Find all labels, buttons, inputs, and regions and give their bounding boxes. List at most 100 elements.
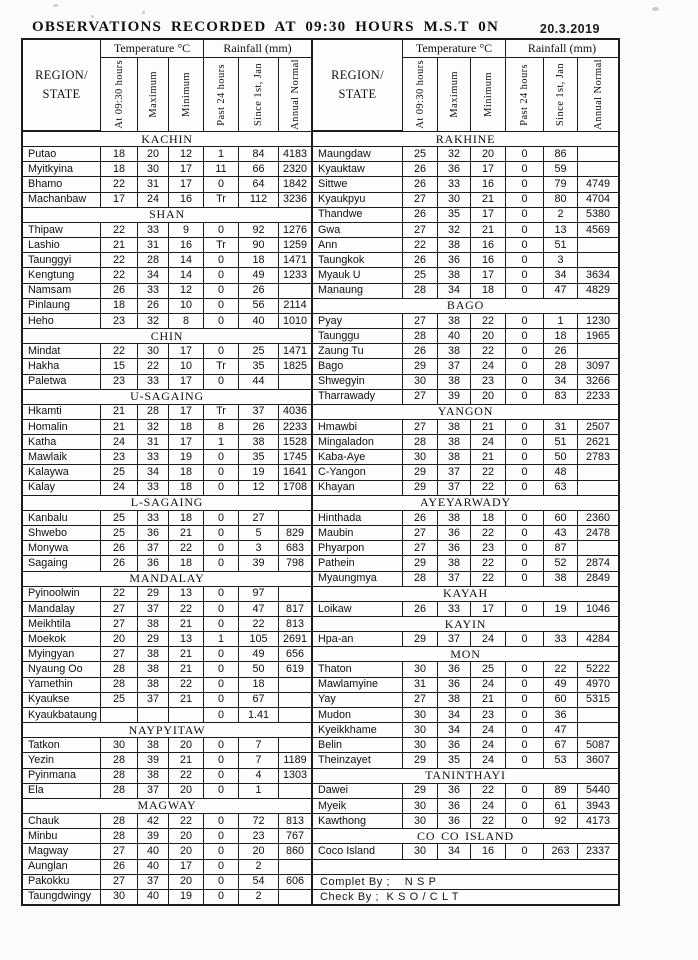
temp-max-cell: 42	[138, 814, 169, 829]
rain-annual-normal-cell: 3634	[585, 269, 611, 282]
rain-since-jan-cell: 52	[544, 556, 578, 571]
rain-annual-normal-cell: 5222	[585, 663, 611, 676]
rain-annual-normal-cell	[279, 678, 311, 692]
temp-max-cell: 28	[138, 404, 169, 419]
table-row: Mudon 30 34 23 0 36	[313, 707, 618, 724]
temp-min-cell: 21	[169, 647, 204, 662]
temp-0930-cell: 24	[101, 435, 138, 450]
temp-0930-cell: 22	[101, 586, 138, 601]
section-name: KAYIN	[444, 616, 487, 631]
table-row: Putao 18 20 12 1 84 4183	[23, 147, 311, 163]
rain-since-jan-cell: 19	[239, 465, 279, 480]
table-row: Taungkok 26 36 16 0 3	[313, 253, 618, 269]
temp-max-cell: 38	[138, 662, 169, 677]
rainfall-group-header: Rainfall (mm)	[506, 40, 618, 58]
rain-annual-normal-cell: 4970	[585, 678, 611, 691]
temp-max-cell: 37	[138, 601, 169, 616]
temp-max-cell: 36	[438, 662, 471, 677]
temp-max-cell: 34	[138, 268, 169, 283]
column-label-text: Maximum	[147, 71, 159, 118]
section-name: L-SAGAING	[130, 495, 204, 510]
rain-since-jan-cell: 39	[239, 556, 279, 571]
rain-annual-normal-cell: 813	[285, 814, 304, 827]
temp-max-cell: 32	[138, 313, 169, 329]
temp-min-cell: 22	[471, 465, 506, 480]
rain-since-jan-cell: 87	[544, 541, 578, 556]
rain-annual-normal-cell	[279, 284, 311, 298]
section-name: MON	[450, 646, 481, 661]
section-name: NAYPYITAW	[128, 722, 206, 737]
rain-past24-cell: 0	[204, 601, 239, 616]
temp-0930-cell: 27	[403, 222, 438, 238]
rain-annual-normal-cell: 1276	[282, 223, 308, 236]
rain-since-jan-cell: 47	[544, 723, 578, 738]
station-cell: Yamethin	[23, 677, 101, 692]
temp-max-cell: 39	[138, 753, 169, 768]
table-row: Zaung Tu 26 38 22 0 26	[313, 344, 618, 360]
rain-past24-cell: Tr	[204, 192, 239, 207]
rain-since-jan-cell: 37	[239, 404, 279, 419]
temp-max-cell: 37	[138, 541, 169, 556]
temp-0930-cell: 30	[403, 662, 438, 677]
temp-min-cell: 17	[169, 435, 204, 450]
temp-max-cell: 30	[138, 162, 169, 177]
rain-annual-normal-cell: 3236	[282, 193, 308, 206]
temp-0930-cell: 29	[403, 359, 438, 374]
rain-past24-cell: 0	[506, 147, 544, 162]
temp-min-cell: 8	[169, 313, 204, 329]
temp-min-cell: 21	[471, 450, 506, 465]
temp-min-cell: 21	[169, 662, 204, 677]
temp-max-cell: 37	[438, 571, 471, 586]
rain-annual-normal-cell: 3097	[585, 360, 611, 373]
rain-since-jan-cell: 64	[239, 177, 279, 192]
rain-annual-normal-cell	[578, 708, 618, 722]
station-cell: Yezin	[23, 753, 101, 768]
temp-0930-cell: 22	[101, 222, 138, 238]
temp-max-cell: 30	[138, 344, 169, 359]
footer-note-row: Complet By ; N S P	[313, 875, 618, 890]
temp-0930-cell: 29	[403, 632, 438, 647]
temp-max-cell: 36	[438, 677, 471, 692]
temp-min-cell: 24	[471, 798, 506, 814]
section-name: KAYAH	[443, 586, 488, 601]
temp-0930-cell: 15	[101, 359, 138, 374]
rain-annual-normal-cell: 4284	[585, 632, 611, 645]
table-row: Hakha 15 22 10 Tr 35 1825	[23, 359, 311, 375]
rain-annual-normal-cell: 1471	[282, 253, 308, 266]
rain-past24-cell: 0	[204, 510, 239, 526]
station-cell: Taungkok	[313, 253, 403, 268]
rain-annual-normal-cell	[578, 541, 618, 555]
rain-annual-normal-cell: 4183	[282, 147, 308, 160]
temp-max-cell: 33	[438, 177, 471, 192]
temp-0930-cell: 29	[403, 753, 438, 768]
table-row: Shwebo 25 36 21 0 5 829	[23, 526, 311, 542]
rain-past24-cell: 0	[204, 617, 239, 632]
table-row: Maungdaw 25 32 20 0 86	[313, 147, 618, 163]
rain-since-jan-cell: 51	[544, 238, 578, 253]
temp-min-cell: 18	[169, 465, 204, 480]
rain-past24-cell: 0	[506, 814, 544, 829]
temp-min-cell: 13	[169, 586, 204, 601]
rain-annual-normal-cell: 656	[285, 647, 304, 660]
temp-0930-cell: 27	[101, 844, 138, 859]
table-row: Thipaw 22 33 9 0 92 1276	[23, 222, 311, 239]
rain-past24-cell: 0	[204, 480, 239, 495]
temp-min-cell: 24	[471, 632, 506, 647]
rain-past24-cell: 0	[204, 253, 239, 268]
table-row: Lashio 21 31 16 Tr 90 1259	[23, 238, 311, 254]
temp-0930-cell: 28	[101, 768, 138, 783]
temp-min-cell: 22	[471, 571, 506, 586]
table-row: Theinzayet 29 35 24 0 53 3607	[313, 753, 618, 769]
station-cell: Myeik	[313, 798, 403, 814]
scan-artifact	[142, 11, 145, 14]
rain-since-jan-cell: 61	[544, 798, 578, 814]
rain-past24-cell: 0	[506, 222, 544, 238]
rain-annual-normal-cell: 817	[285, 602, 304, 615]
station-cell: Namsam	[23, 283, 101, 298]
rain-since-jan-cell: 86	[544, 147, 578, 162]
temp-0930-cell: 25	[101, 692, 138, 707]
table-row: Pathein 29 38 22 0 52 2874	[313, 556, 618, 572]
rain-past24-cell: 0	[506, 753, 544, 768]
rain-since-jan-cell: 49	[239, 647, 279, 662]
rain-past24-cell: 0	[506, 526, 544, 541]
